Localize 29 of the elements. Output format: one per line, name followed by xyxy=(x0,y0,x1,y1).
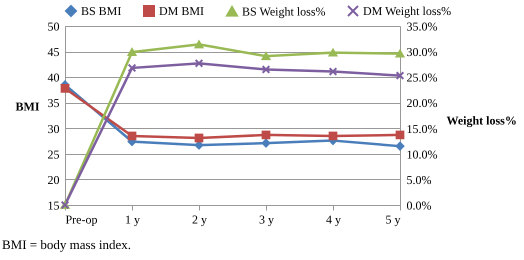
legend-label: BS Weight loss% xyxy=(242,4,326,18)
x-tick-label: 2 y xyxy=(192,212,207,226)
y-tick-label: 20 xyxy=(48,172,60,187)
x-tick-label: 4 y xyxy=(326,212,341,226)
y2-tick-label: 5.0% xyxy=(406,172,432,187)
y-tick-label: 15 xyxy=(48,198,60,212)
y-tick-label: 30 xyxy=(48,122,60,136)
y2-tick-label: 10.0% xyxy=(406,147,438,162)
y-tick-label: 35 xyxy=(48,96,60,110)
x-tick-label: 5 y xyxy=(386,212,400,226)
y-tick-label: 45 xyxy=(48,45,60,60)
y2-tick-label: 35.0% xyxy=(406,20,438,34)
y-axis-title: BMI xyxy=(16,100,40,114)
x-tick-label: 3 y xyxy=(259,212,274,226)
x-tick-label: 1 y xyxy=(125,212,140,226)
text: BMI = body mass index. xyxy=(2,237,132,252)
legend-label: DM BMI xyxy=(159,4,204,18)
y2-axis-title: Weight loss% xyxy=(446,114,517,128)
y-tick-label: 40 xyxy=(48,70,60,85)
x-tick-label: Pre-op xyxy=(66,212,98,226)
y2-tick-label: 20.0% xyxy=(406,96,438,110)
y2-tick-label: 30.0% xyxy=(406,45,438,60)
y2-tick-label: 25.0% xyxy=(406,70,438,85)
y2-tick-label: 0.0% xyxy=(406,198,432,212)
y-tick-label: 50 xyxy=(48,20,60,34)
legend-label: DM Weight loss% xyxy=(363,4,452,18)
y2-tick-label: 15.0% xyxy=(406,122,438,136)
legend-label: BS BMI xyxy=(81,4,122,18)
y-tick-label: 25 xyxy=(48,147,60,162)
